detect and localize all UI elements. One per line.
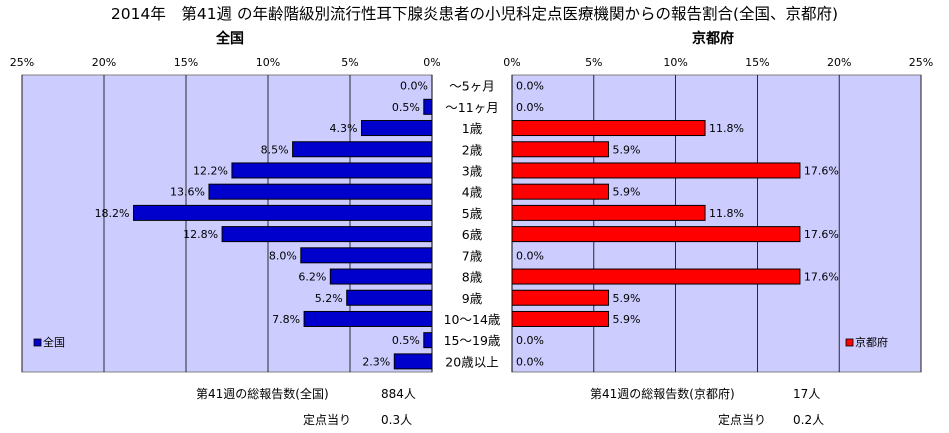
- kyoto-legend-label: 京都府: [855, 335, 888, 349]
- national-bar: [231, 162, 433, 179]
- national-bar: [423, 98, 433, 115]
- national-data-label: 18.2%: [95, 207, 130, 220]
- national-bar: [300, 247, 433, 264]
- national-data-label: 4.3%: [330, 122, 358, 135]
- national-tick-label: 10%: [256, 56, 280, 69]
- national-data-label: 6.2%: [298, 271, 326, 284]
- category-label: 2歳: [462, 142, 483, 157]
- category-label: 15～19歳: [444, 333, 501, 348]
- kyoto-data-label: 11.8%: [709, 207, 744, 220]
- kyoto-data-label: 5.9%: [613, 313, 641, 326]
- kyoto-total-value: 17人: [793, 387, 821, 401]
- category-label: 1歳: [462, 121, 483, 136]
- kyoto-data-label: 5.9%: [613, 143, 641, 156]
- national-plot-area: [21, 74, 433, 373]
- kyoto-data-label: 0.0%: [516, 80, 544, 93]
- kyoto-data-label: 17.6%: [804, 228, 839, 241]
- kyoto-data-label: 0.0%: [516, 334, 544, 347]
- kyoto-plot-area: [511, 74, 922, 373]
- kyoto-per-value: 0.2人: [793, 413, 825, 427]
- kyoto-tick-label: 15%: [745, 56, 769, 69]
- national-bar: [393, 353, 433, 370]
- national-bar: [423, 332, 433, 349]
- kyoto-tick-label: 10%: [663, 56, 687, 69]
- national-per-label: 定点当り: [303, 413, 352, 427]
- category-label: 10～14歳: [444, 312, 501, 327]
- national-data-label: 12.8%: [183, 228, 218, 241]
- national-bar: [360, 120, 433, 137]
- kyoto-bar: [511, 141, 610, 158]
- kyoto-data-label: 0.0%: [516, 355, 544, 368]
- category-label: 8歳: [462, 270, 483, 285]
- kyoto-bar: [511, 162, 801, 179]
- national-tick-label: 0%: [423, 56, 440, 69]
- category-label: 3歳: [462, 163, 483, 178]
- category-label: 5歳: [462, 206, 483, 221]
- national-bar: [303, 310, 433, 327]
- kyoto-per-label: 定点当り: [718, 413, 767, 427]
- category-label: 6歳: [462, 227, 483, 242]
- kyoto-data-label: 5.9%: [613, 186, 641, 199]
- national-bar: [292, 141, 433, 158]
- kyoto-bar: [511, 226, 801, 243]
- kyoto-bar: [511, 310, 610, 327]
- national-bar: [133, 204, 433, 221]
- national-bar: [329, 268, 433, 285]
- national-total-value: 884人: [381, 387, 416, 401]
- category-label: ～11ヶ月: [445, 100, 498, 115]
- national-tick-label: 25%: [10, 56, 34, 69]
- category-label: 20歳以上: [445, 354, 498, 369]
- national-per-value: 0.3人: [381, 413, 413, 427]
- national-bar: [346, 289, 433, 306]
- kyoto-data-label: 11.8%: [709, 122, 744, 135]
- kyoto-legend-swatch: [845, 338, 854, 347]
- national-data-label: 8.0%: [269, 249, 297, 262]
- kyoto-data-label: 17.6%: [804, 164, 839, 177]
- national-legend-swatch: [33, 338, 42, 347]
- national-panel-title: 全国: [216, 31, 244, 47]
- national-bar: [208, 183, 433, 200]
- national-legend-label: 全国: [43, 335, 65, 349]
- national-data-label: 5.2%: [315, 292, 343, 305]
- national-data-label: 2.3%: [362, 355, 390, 368]
- national-bar: [221, 226, 433, 243]
- kyoto-tick-label: 20%: [827, 56, 851, 69]
- kyoto-data-label: 0.0%: [516, 249, 544, 262]
- national-data-label: 8.5%: [261, 143, 289, 156]
- kyoto-bar: [511, 289, 610, 306]
- kyoto-data-label: 0.0%: [516, 101, 544, 114]
- kyoto-panel-title: 京都府: [692, 31, 734, 47]
- national-data-label: 0.0%: [400, 80, 428, 93]
- national-data-label: 0.5%: [392, 334, 420, 347]
- kyoto-tick-label: 5%: [585, 56, 602, 69]
- national-tick-label: 20%: [92, 56, 116, 69]
- kyoto-tick-label: 0%: [503, 56, 520, 69]
- category-label: ～5ヶ月: [449, 79, 494, 94]
- kyoto-bar: [511, 268, 801, 285]
- kyoto-total-label: 第41週の総報告数(京都府): [590, 387, 735, 401]
- national-data-label: 0.5%: [392, 101, 420, 114]
- national-data-label: 7.8%: [272, 313, 300, 326]
- national-total-label: 第41週の総報告数(全国): [196, 387, 329, 401]
- kyoto-tick-label: 25%: [909, 56, 933, 69]
- category-label: 9歳: [462, 291, 483, 306]
- kyoto-data-label: 17.6%: [804, 271, 839, 284]
- national-data-label: 13.6%: [170, 186, 205, 199]
- kyoto-data-label: 5.9%: [613, 292, 641, 305]
- chart-title: 2014年 第41週 の年齢階級別流行性耳下腺炎患者の小児科定点医療機関からの報…: [110, 5, 839, 23]
- kyoto-bar: [511, 204, 706, 221]
- category-label: 7歳: [462, 248, 483, 263]
- kyoto-bar: [511, 120, 706, 137]
- national-tick-label: 15%: [174, 56, 198, 69]
- category-label: 4歳: [462, 185, 483, 200]
- kyoto-bar: [511, 183, 610, 200]
- national-data-label: 12.2%: [193, 164, 228, 177]
- national-tick-label: 5%: [341, 56, 358, 69]
